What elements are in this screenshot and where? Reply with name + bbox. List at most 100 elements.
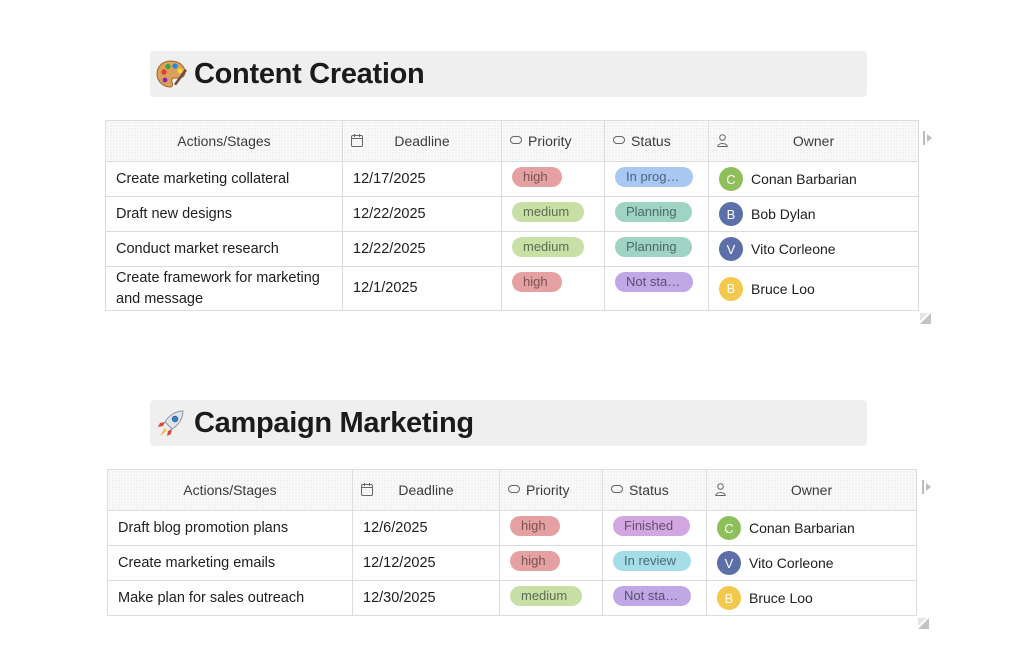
table-row[interactable]: Draft new designs 12/22/2025 medium Plan… xyxy=(105,196,919,232)
status-cell[interactable]: Not started xyxy=(604,266,709,311)
avatar: V xyxy=(717,551,741,575)
add-column-handle-icon[interactable] xyxy=(923,131,933,145)
status-badge: Not started xyxy=(615,271,693,292)
priority-cell[interactable]: high xyxy=(499,510,603,546)
owner-name: Vito Corleone xyxy=(751,241,836,257)
select-pill-icon xyxy=(508,485,520,499)
table-row[interactable]: Make plan for sales outreach 12/30/2025 … xyxy=(107,580,917,616)
avatar: B xyxy=(717,586,741,610)
campaign-marketing-table: Actions/Stages Deadline Priority Status … xyxy=(107,469,917,616)
owner-cell[interactable]: B Bruce Loo xyxy=(706,580,917,616)
priority-cell[interactable]: medium xyxy=(501,196,605,232)
priority-badge: medium xyxy=(512,202,584,222)
column-header-owner[interactable]: Owner xyxy=(706,469,917,511)
table-row[interactable]: Draft blog promotion plans 12/6/2025 hig… xyxy=(107,510,917,546)
deadline-cell[interactable]: 12/22/2025 xyxy=(342,196,502,232)
status-badge: In progress xyxy=(615,167,693,187)
add-column-handle-icon[interactable] xyxy=(922,480,932,494)
table-resize-icon[interactable] xyxy=(920,311,931,324)
column-header-actions[interactable]: Actions/Stages xyxy=(105,120,343,162)
owner-name: Bruce Loo xyxy=(749,590,813,606)
calendar-icon xyxy=(361,483,373,497)
palette-icon xyxy=(154,57,188,91)
owner-name: Conan Barbarian xyxy=(751,171,857,187)
action-cell[interactable]: Create framework for marketing and messa… xyxy=(105,266,343,311)
owner-cell[interactable]: B Bob Dylan xyxy=(708,196,919,232)
calendar-icon xyxy=(351,134,363,148)
section-heading-campaign-marketing: Campaign Marketing xyxy=(150,400,867,446)
action-cell[interactable]: Make plan for sales outreach xyxy=(107,580,353,616)
deadline-cell[interactable]: 12/30/2025 xyxy=(352,580,500,616)
deadline-cell[interactable]: 12/22/2025 xyxy=(342,231,502,267)
action-cell[interactable]: Draft new designs xyxy=(105,196,343,232)
owner-cell[interactable]: C Conan Barbarian xyxy=(708,161,919,197)
status-cell[interactable]: Planning xyxy=(604,231,709,267)
priority-badge: high xyxy=(510,516,560,536)
column-header-owner[interactable]: Owner xyxy=(708,120,919,162)
table-row[interactable]: Create marketing collateral 12/17/2025 h… xyxy=(105,161,919,197)
select-pill-icon xyxy=(613,136,625,150)
action-cell[interactable]: Create marketing emails xyxy=(107,545,353,581)
priority-badge: high xyxy=(512,167,562,187)
owner-name: Conan Barbarian xyxy=(749,520,855,536)
owner-cell[interactable]: C Conan Barbarian xyxy=(706,510,917,546)
column-header-actions[interactable]: Actions/Stages xyxy=(107,469,353,511)
status-badge: Finished xyxy=(613,516,690,536)
owner-cell[interactable]: V Vito Corleone xyxy=(706,545,917,581)
deadline-cell[interactable]: 12/17/2025 xyxy=(342,161,502,197)
status-cell[interactable]: In progress xyxy=(604,161,709,197)
owner-cell[interactable]: V Vito Corleone xyxy=(708,231,919,267)
status-cell[interactable]: Planning xyxy=(604,196,709,232)
owner-name: Bob Dylan xyxy=(751,206,816,222)
section-title: Campaign Marketing xyxy=(194,406,474,439)
column-header-status[interactable]: Status xyxy=(604,120,709,162)
status-badge: Planning xyxy=(615,237,692,257)
column-header-priority[interactable]: Priority xyxy=(499,469,603,511)
owner-cell[interactable]: B Bruce Loo xyxy=(708,266,919,311)
status-cell[interactable]: In review xyxy=(602,545,707,581)
priority-badge: high xyxy=(510,551,560,571)
action-cell[interactable]: Draft blog promotion plans xyxy=(107,510,353,546)
priority-badge: medium xyxy=(510,586,582,606)
avatar: C xyxy=(717,516,741,540)
priority-cell[interactable]: medium xyxy=(501,231,605,267)
status-cell[interactable]: Not started xyxy=(602,580,707,616)
status-badge: In review xyxy=(613,551,691,571)
table-resize-icon[interactable] xyxy=(918,616,929,629)
deadline-cell[interactable]: 12/12/2025 xyxy=(352,545,500,581)
action-cell[interactable]: Create marketing collateral xyxy=(105,161,343,197)
person-icon xyxy=(717,134,729,148)
deadline-cell[interactable]: 12/6/2025 xyxy=(352,510,500,546)
priority-cell[interactable]: high xyxy=(501,266,605,311)
column-header-deadline[interactable]: Deadline xyxy=(352,469,500,511)
section-title: Content Creation xyxy=(194,57,425,90)
priority-cell[interactable]: high xyxy=(501,161,605,197)
avatar: B xyxy=(719,202,743,226)
person-icon xyxy=(715,483,727,497)
column-header-priority[interactable]: Priority xyxy=(501,120,605,162)
column-header-deadline[interactable]: Deadline xyxy=(342,120,502,162)
table-row[interactable]: Conduct market research 12/22/2025 mediu… xyxy=(105,231,919,267)
status-badge: Planning xyxy=(615,202,692,222)
priority-badge: medium xyxy=(512,237,584,257)
action-cell[interactable]: Conduct market research xyxy=(105,231,343,267)
avatar: V xyxy=(719,237,743,261)
status-cell[interactable]: Finished xyxy=(602,510,707,546)
content-creation-table: Actions/Stages Deadline Priority Status … xyxy=(105,120,919,311)
deadline-cell[interactable]: 12/1/2025 xyxy=(342,266,502,311)
priority-cell[interactable]: high xyxy=(499,545,603,581)
priority-badge: high xyxy=(512,271,562,292)
table-row[interactable]: Create marketing emails 12/12/2025 high … xyxy=(107,545,917,581)
status-badge: Not started xyxy=(613,586,691,606)
owner-name: Vito Corleone xyxy=(749,555,834,571)
avatar: C xyxy=(719,167,743,191)
rocket-icon xyxy=(154,406,188,440)
avatar: B xyxy=(719,276,743,301)
owner-name: Bruce Loo xyxy=(751,280,815,297)
select-pill-icon xyxy=(510,136,522,150)
table-row[interactable]: Create framework for marketing and messa… xyxy=(105,266,919,311)
select-pill-icon xyxy=(611,485,623,499)
priority-cell[interactable]: medium xyxy=(499,580,603,616)
section-heading-content-creation: Content Creation xyxy=(150,51,867,97)
column-header-status[interactable]: Status xyxy=(602,469,707,511)
